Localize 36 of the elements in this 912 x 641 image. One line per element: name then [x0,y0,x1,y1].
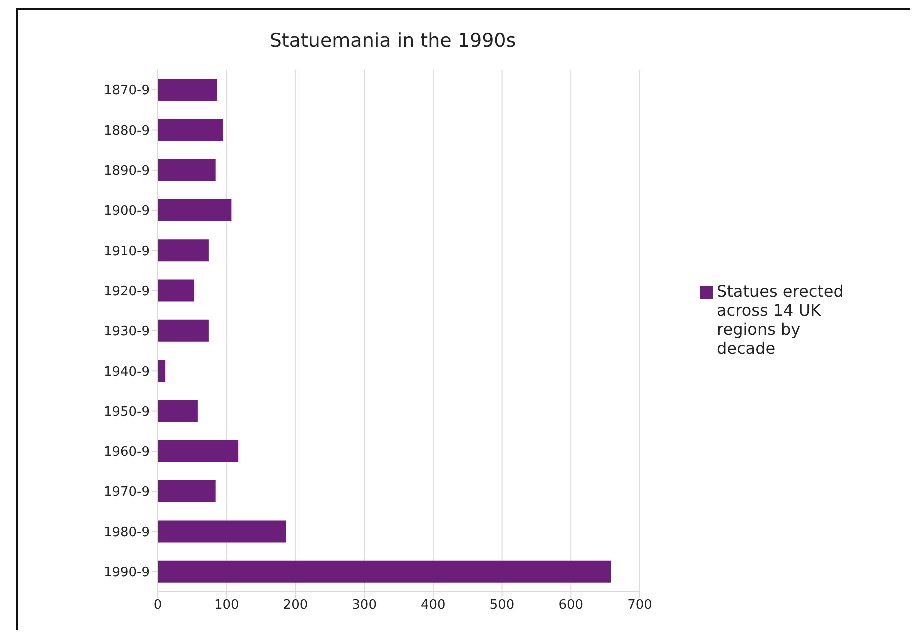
y-tick-label: 1970-9 [104,485,150,500]
x-tick-label: 700 [628,598,652,614]
bar [158,159,216,182]
bar [158,280,194,302]
x-tick-label: 0 [154,598,162,614]
bar [158,360,166,382]
y-tick-label: 1900-9 [104,204,150,220]
x-tick-label: 200 [283,598,308,614]
y-tick-label: 1950-9 [104,404,150,420]
bar [158,199,232,222]
y-tick-label: 1920-9 [104,284,150,300]
bar [158,520,286,543]
y-tick-label: 1980-9 [104,525,150,540]
legend-label: Statues erected across 14 UK regions by decade [717,282,845,358]
y-tick-label: 1870-9 [104,84,150,99]
y-tick-label: 1930-9 [104,324,150,340]
x-tick-label: 100 [214,598,240,614]
bar [158,320,209,342]
bar [158,79,218,101]
bar [158,440,239,462]
x-tick-label: 600 [558,598,584,614]
y-tick-label: 1910-9 [104,244,150,260]
bar [158,560,612,583]
bar [158,240,209,262]
y-tick-label: 1940-9 [104,364,150,380]
x-tick-label: 400 [421,598,446,614]
bar [158,400,198,422]
y-tick-label: 1890-9 [104,164,150,179]
x-tick-label: 300 [352,598,377,614]
y-tick-label: 1880-9 [104,124,150,139]
x-tick-label: 500 [490,598,515,614]
y-tick-label: 1960-9 [104,445,150,460]
y-tick-label: 1990-9 [104,566,150,581]
chart-title: Statuemania in the 1990s [268,30,518,52]
bar [158,119,224,142]
bar [158,480,216,503]
